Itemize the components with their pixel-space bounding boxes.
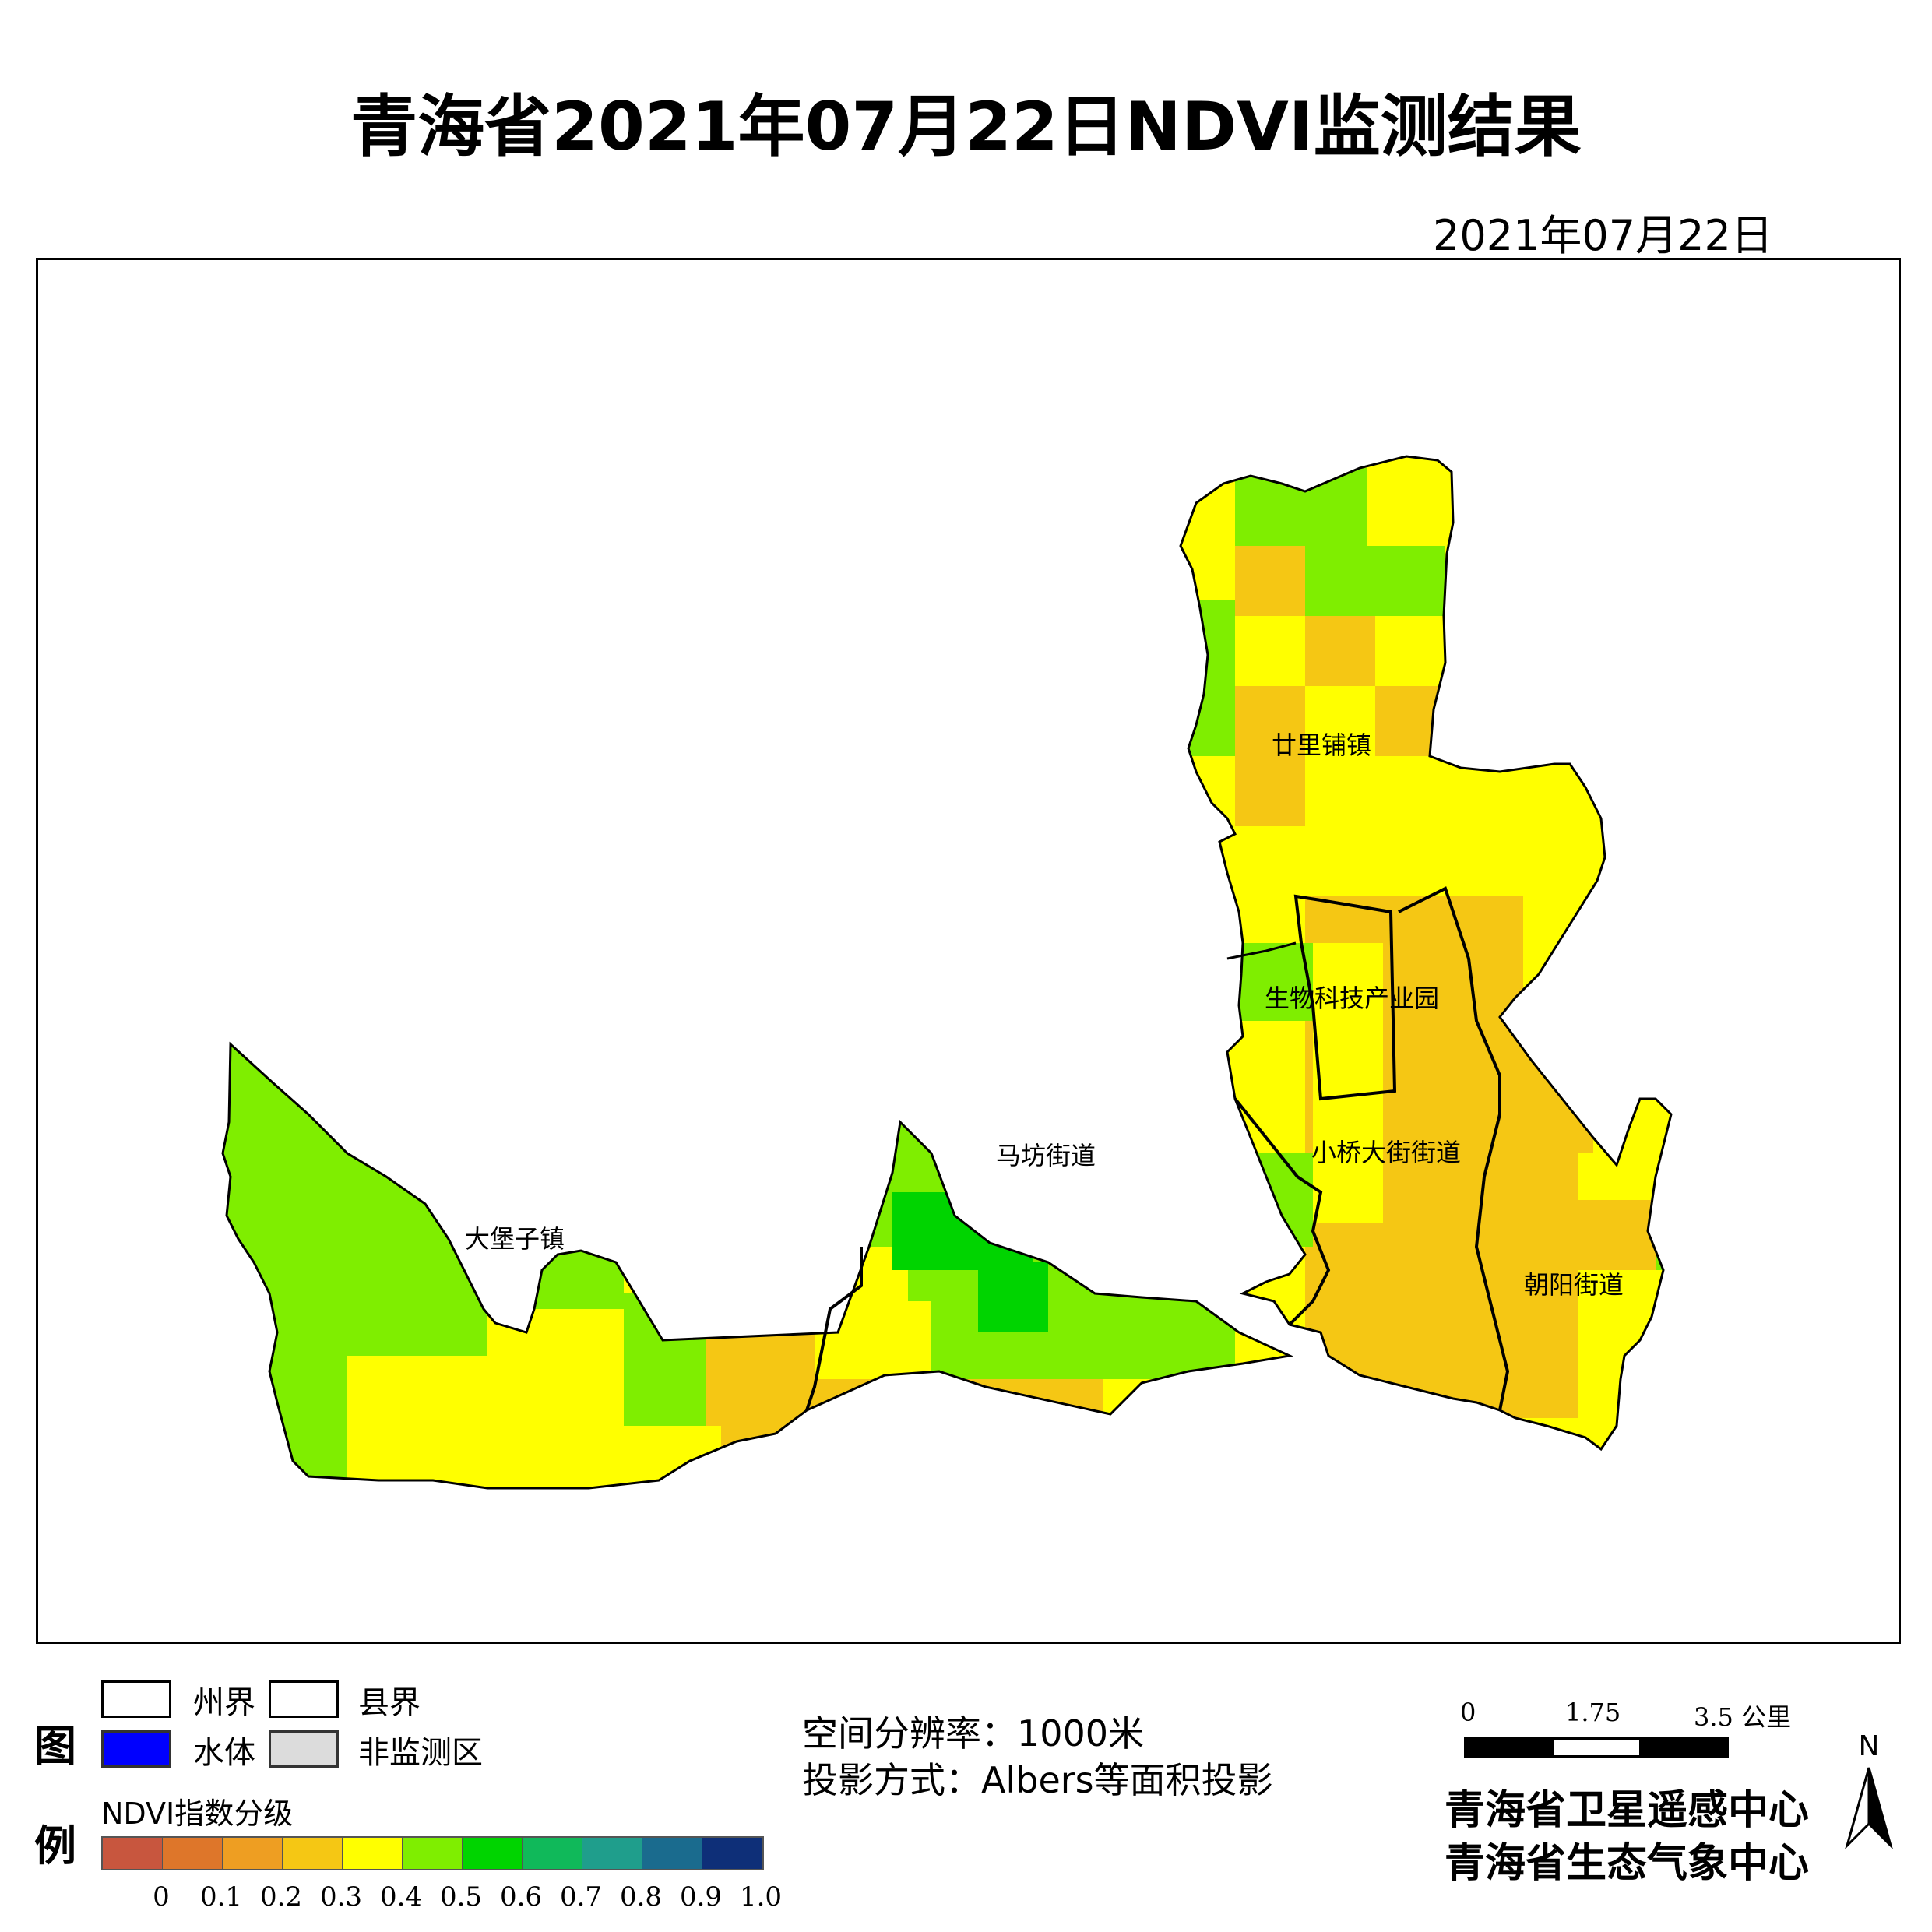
- raster-cell: [1290, 546, 1445, 616]
- ndvi-tick-label: 1.0: [739, 1881, 783, 1913]
- ndvi-legend-title: NDVI指数分级: [101, 1797, 294, 1831]
- ndvi-tick-label: 0.5: [439, 1881, 483, 1913]
- scale-bar: [1464, 1737, 1729, 1758]
- ndvi-tick-label: 0.6: [499, 1881, 543, 1913]
- region-label-chaoyang: 朝阳街道: [1524, 1270, 1624, 1300]
- legend-swatch-water: [101, 1730, 171, 1768]
- scale-label-0: 0: [1460, 1698, 1476, 1727]
- north-label: N: [1859, 1730, 1880, 1762]
- raster-cell: [487, 1309, 624, 1356]
- region-label-mafang: 马坊街道: [996, 1141, 1096, 1170]
- region-label-xiaoqiao: 小桥大街街道: [1311, 1138, 1461, 1167]
- raster-cell: [1578, 1200, 1656, 1270]
- map-date: 2021年07月22日: [1433, 211, 1773, 260]
- county-line-dabaozi-mafang: [805, 1247, 863, 1411]
- ndvi-tick-label: 0: [153, 1881, 170, 1913]
- raster-cell: [1375, 686, 1445, 756]
- legend-title-char-2: 例: [34, 1821, 76, 1870]
- raster-cell: [153, 1192, 215, 1262]
- legend-label-water: 水体: [193, 1735, 255, 1771]
- county-line-mafang-xiaoqiao: [1233, 1097, 1331, 1326]
- raster-cell: [347, 1356, 624, 1488]
- raster-cell: [1235, 546, 1305, 616]
- raster-cell: [1235, 686, 1305, 826]
- ramp-class-3: [283, 1838, 343, 1869]
- raster-cell: [892, 1192, 1033, 1270]
- org-satellite-center: 青海省卫星遥感中心: [1445, 1787, 1810, 1834]
- ramp-class-8: [582, 1838, 642, 1869]
- west-boundary: [221, 1041, 1294, 1490]
- ndvi-color-ramp: [101, 1836, 764, 1870]
- region-label-dabaozi: 大堡子镇: [465, 1224, 565, 1254]
- raster-cell: [176, 1426, 215, 1496]
- resolution-text: 空间分辨率：1000米: [802, 1712, 1145, 1754]
- ndvi-tick-label: 0.9: [679, 1881, 723, 1913]
- raster-cell: [1235, 943, 1313, 1021]
- ramp-class-7: [523, 1838, 582, 1869]
- legend-title-char-1: 图: [34, 1722, 76, 1771]
- raster-cell: [1313, 943, 1383, 1223]
- ndvi-tick-label: 0.4: [379, 1881, 423, 1913]
- ndvi-raster-east: [1181, 456, 1671, 1449]
- ndvi-raster-west: [153, 1044, 1290, 1496]
- ndvi-tick-label: 0.3: [319, 1881, 363, 1913]
- ramp-class-4: [343, 1838, 403, 1869]
- raster-cell: [1235, 468, 1367, 546]
- raster-cell: [721, 1379, 1290, 1488]
- legend-label-county-boundary: 县界: [358, 1685, 421, 1721]
- east-boundary: [1179, 455, 1673, 1452]
- north-arrow-icon: N: [1845, 1730, 1893, 1850]
- map-title: 青海省2021年07月22日NDVI监测结果: [350, 88, 1582, 166]
- ndvi-tick-label: 0.2: [259, 1881, 303, 1913]
- raster-cell: [1305, 616, 1375, 686]
- org-eco-meteo-center: 青海省生态气象中心: [1445, 1840, 1810, 1887]
- ramp-class-2: [223, 1838, 283, 1869]
- legend-swatch-non-monitored: [269, 1730, 339, 1768]
- raster-cell: [624, 1223, 713, 1293]
- raster-cell: [713, 1153, 815, 1301]
- region-label-ershilipu: 廿里铺镇: [1272, 730, 1371, 760]
- county-line-xiaoqiao-chaoyang: [1398, 886, 1510, 1411]
- legend-label-prefecture-boundary: 州界: [193, 1685, 255, 1721]
- projection-text: 投影方式：Albers等面积投影: [802, 1759, 1273, 1801]
- ndvi-tick-label: 0.1: [199, 1881, 243, 1913]
- county-line-ershilipu: [1226, 941, 1297, 960]
- ndvi-tick-label: 0.8: [619, 1881, 663, 1913]
- ramp-class-10: [702, 1838, 762, 1869]
- ndvi-tick-label: 0.7: [559, 1881, 603, 1913]
- raster-cell: [1235, 1153, 1313, 1247]
- raster-cell: [1103, 1379, 1173, 1449]
- ramp-class-0: [103, 1838, 163, 1869]
- scale-label-end: 3.5 公里: [1694, 1702, 1792, 1732]
- region-label-biotech-park: 生物科技产业园: [1265, 984, 1439, 1013]
- raster-cell: [1181, 600, 1235, 756]
- raster-cell: [1515, 998, 1593, 1153]
- ramp-class-1: [163, 1838, 223, 1869]
- legend-swatch-prefecture-boundary: [101, 1680, 171, 1718]
- legend-label-non-monitored: 非监测区: [358, 1735, 483, 1771]
- ramp-class-5: [403, 1838, 463, 1869]
- biotech-park-boundary: [1293, 894, 1397, 1101]
- map-canvas: 大堡子镇 马坊街道 廿里铺镇 生物科技产业园 小桥大街街道 朝阳街道: [153, 455, 1673, 1496]
- raster-cell: [1585, 764, 1601, 787]
- ndvi-tick-labels: 0 0.1 0.2 0.3 0.4 0.5 0.6 0.7 0.8 0.9 1.0: [101, 1881, 802, 1916]
- raster-cell: [815, 1301, 931, 1379]
- legend-swatch-county-boundary: [269, 1680, 339, 1718]
- ramp-class-6: [463, 1838, 523, 1869]
- raster-cell: [752, 1247, 908, 1301]
- raster-cell: [978, 1262, 1048, 1332]
- scale-label-mid: 1.75: [1565, 1698, 1621, 1727]
- raster-cell: [1523, 935, 1601, 998]
- ramp-class-9: [642, 1838, 702, 1869]
- map-frame: [36, 258, 1901, 1644]
- raster-cell: [1656, 1200, 1671, 1270]
- raster-cell: [565, 1044, 635, 1068]
